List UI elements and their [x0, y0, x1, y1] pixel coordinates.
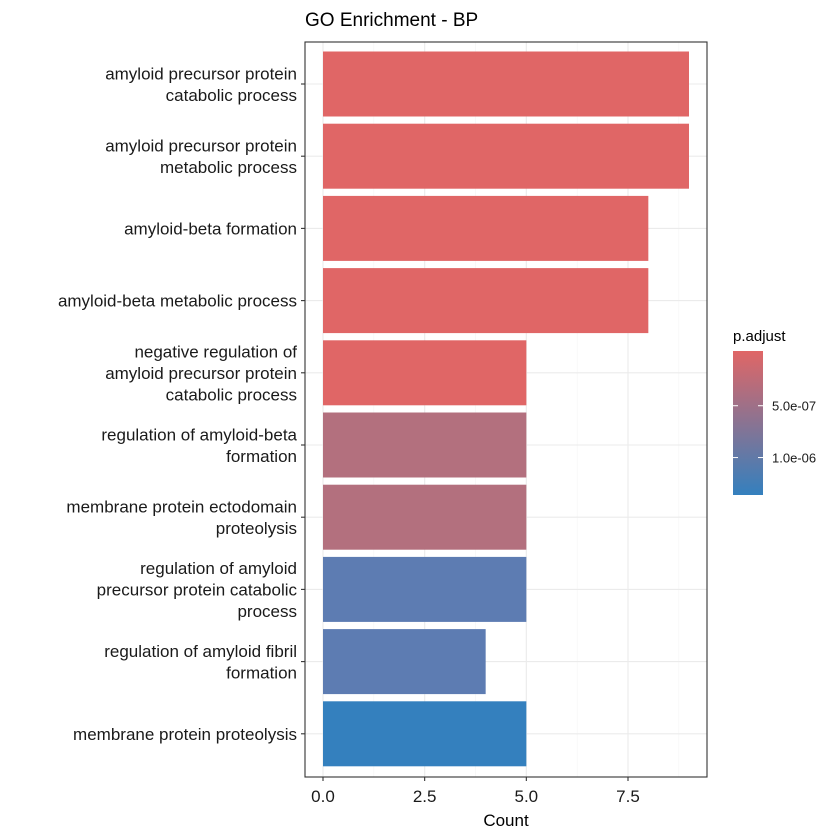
legend-tick-label: 5.0e-07	[772, 399, 816, 414]
legend-title: p.adjust	[733, 328, 786, 345]
bar	[323, 484, 527, 550]
color-legend: p.adjust 5.0e-07 1.0e-06	[733, 328, 816, 495]
category-label: regulation of amyloid precursor protein c…	[97, 559, 298, 621]
category-label-line: regulation of amyloid fibril	[104, 642, 297, 661]
category-label-line: negative regulation of	[134, 342, 297, 361]
category-label-line: proteolysis	[216, 519, 297, 538]
category-label-line: amyloid-beta metabolic process	[58, 292, 297, 311]
bars-layer	[323, 51, 689, 767]
category-label-line: membrane protein ectodomain	[66, 497, 297, 516]
bar	[323, 51, 689, 117]
category-label-line: metabolic process	[160, 158, 297, 177]
category-label-line: amyloid precursor protein	[105, 364, 297, 383]
category-label-line: catabolic process	[166, 86, 297, 105]
x-tick-label: 5.0	[515, 787, 539, 806]
category-label: membrane protein ectodomain proteolysis	[66, 497, 297, 538]
category-label-line: regulation of amyloid-beta	[101, 425, 297, 444]
category-label: regulation of amyloid-beta formation	[101, 425, 297, 466]
category-label: regulation of amyloid fibril formation	[104, 642, 297, 683]
bar	[323, 629, 486, 695]
y-axis-labels: amyloid precursor protein catabolic proce…	[58, 64, 305, 744]
category-label-line: formation	[226, 447, 297, 466]
legend-ticks: 5.0e-07 1.0e-06	[733, 399, 816, 466]
x-axis-title: Count	[483, 811, 529, 830]
bar	[323, 195, 649, 261]
chart-title: GO Enrichment - BP	[305, 10, 478, 31]
category-label-line: amyloid precursor protein	[105, 136, 297, 155]
legend-tick-label: 1.0e-06	[772, 451, 816, 466]
category-label-line: catabolic process	[166, 385, 297, 404]
category-label-line: membrane protein proteolysis	[73, 725, 297, 744]
category-label-line: precursor protein catabolic	[97, 580, 298, 599]
category-label: amyloid precursor protein catabolic proce…	[105, 64, 297, 105]
bar	[323, 701, 527, 767]
category-label-line: process	[237, 602, 297, 621]
category-label: amyloid-beta metabolic process	[58, 292, 297, 311]
bar	[323, 268, 649, 334]
panel-border	[304, 41, 708, 778]
category-label: amyloid precursor protein metabolic proce…	[105, 136, 297, 177]
x-tick-label: 2.5	[413, 787, 437, 806]
category-label: membrane protein proteolysis	[73, 725, 297, 744]
category-label-line: formation	[226, 663, 297, 682]
bar	[323, 412, 527, 478]
category-label-line: amyloid-beta formation	[124, 219, 297, 238]
bar	[323, 123, 689, 189]
legend-colorbar	[733, 351, 763, 495]
category-label: amyloid-beta formation	[124, 219, 297, 238]
category-label: negative regulation of amyloid precursor …	[105, 342, 297, 404]
bar	[323, 556, 527, 622]
bar	[323, 340, 527, 406]
x-tick-label: 0.0	[311, 787, 335, 806]
category-label-line: regulation of amyloid	[140, 559, 297, 578]
category-label-line: amyloid precursor protein	[105, 64, 297, 83]
x-tick-label: 7.5	[616, 787, 640, 806]
x-axis-ticks: 0.0 2.5 5.0 7.5	[311, 777, 640, 806]
